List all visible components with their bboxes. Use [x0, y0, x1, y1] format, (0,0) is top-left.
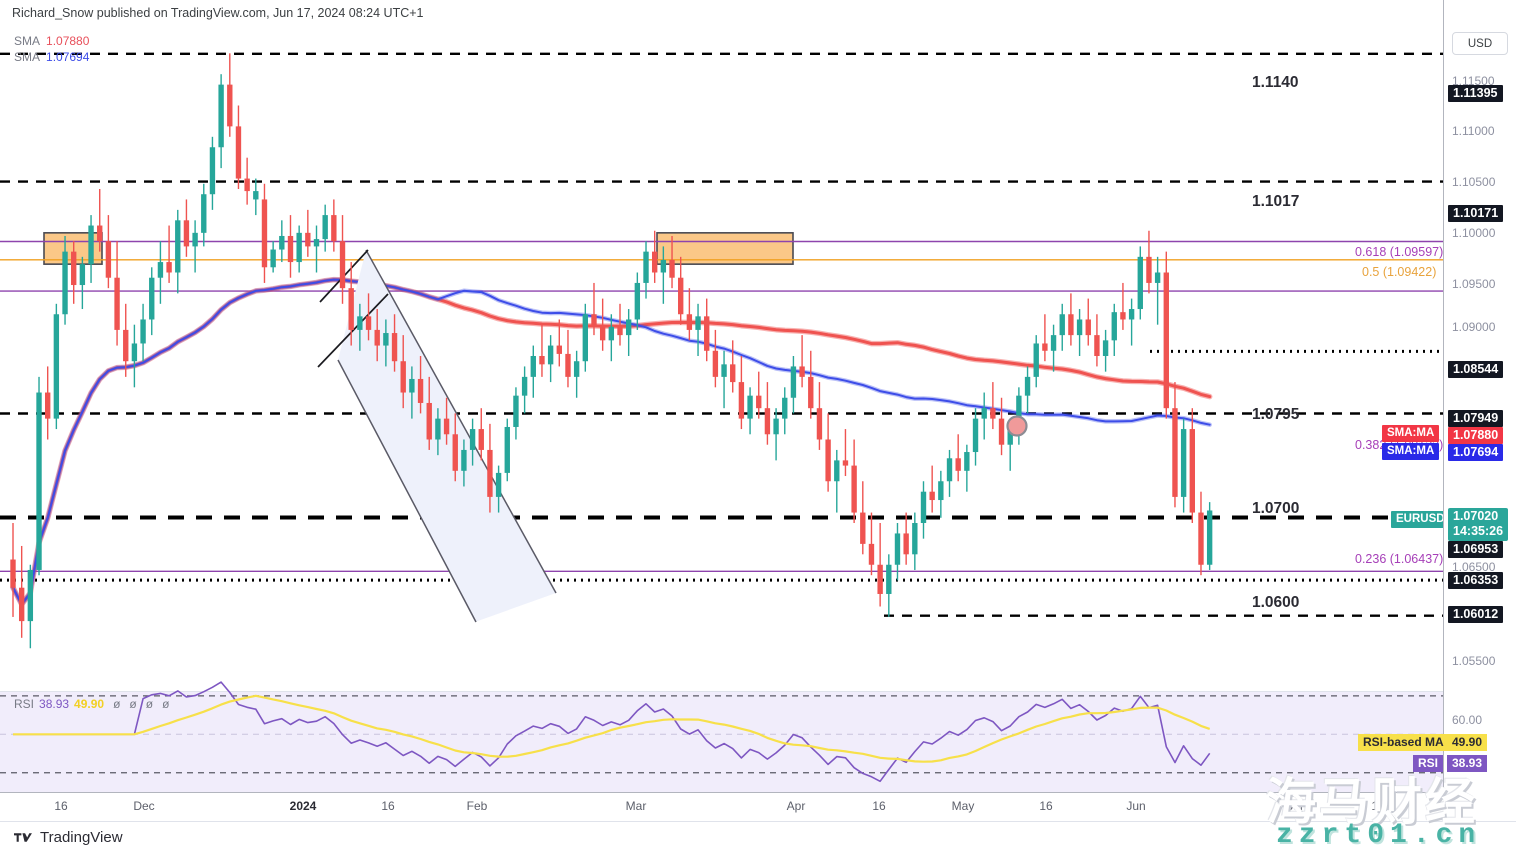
level-label-10700: 1.0700	[1252, 500, 1300, 517]
tradingview-brand-label: TradingView	[40, 829, 123, 846]
price-label-110171[interactable]: 1.10171	[1448, 205, 1504, 222]
price-label-108544[interactable]: 1.08544	[1448, 361, 1504, 378]
time-tick-8: May	[951, 799, 975, 813]
time-tick-3: 16	[381, 799, 395, 813]
legend-row-sma-fast[interactable]: SMA 1.07880	[14, 33, 89, 49]
time-scale[interactable]: 16 Dec 2024 16 Feb Mar Apr 16 May 16 Jun Jul 16	[0, 793, 1516, 822]
price-tick-110500: 1.10500	[1452, 175, 1496, 189]
price-label-sma-slow[interactable]: 1.07694	[1448, 444, 1504, 461]
tag-sma-slow[interactable]: SMA:MA	[1382, 443, 1440, 460]
level-label-10600: 1.0600	[1252, 594, 1300, 611]
time-tick-5: Mar	[625, 799, 647, 813]
time-tick-12: 16	[1371, 799, 1385, 813]
rsi-ma-chip-value-box[interactable]: 49.90	[1447, 734, 1488, 751]
rsi-legend[interactable]: RSI 38.93 49.90 ø ø ø ø	[14, 697, 169, 711]
rsi-legend-zero-3: ø	[145, 697, 154, 711]
price-label-last-value: 1.07020	[1453, 509, 1499, 523]
fib-label-05: 0.5 (1.09422)	[1362, 265, 1437, 279]
rsi-chip-label: RSI	[1418, 756, 1439, 770]
rsi-chip[interactable]: RSI	[1413, 755, 1444, 772]
time-tick-1: Dec	[133, 799, 155, 813]
watermark-url: zzrt01.cn	[1276, 820, 1482, 851]
time-tick-9: 16	[1039, 799, 1053, 813]
price-label-last[interactable]: 1.07020 14:35:26	[1448, 508, 1509, 541]
level-label-11017: 1.1017	[1252, 193, 1300, 210]
time-tick-10: Jun	[1126, 799, 1146, 813]
time-tick-2: 2024	[289, 799, 317, 813]
level-label-10795: 1.0795	[1252, 406, 1300, 423]
price-tick-110000: 1.10000	[1452, 226, 1496, 240]
price-label-sma-fast[interactable]: 1.07880	[1448, 427, 1504, 444]
main-price-pane[interactable]	[0, 22, 1443, 690]
legend-row-sma-slow[interactable]: SMA 1.07694	[14, 49, 89, 65]
legend-label-sma-fast: SMA	[14, 34, 41, 48]
tag-symbol[interactable]: EURUSD	[1391, 511, 1450, 528]
rsi-legend-ma-value: 49.90	[74, 697, 105, 711]
rsi-ma-chip-value: 49.90	[1452, 735, 1483, 749]
price-tick-105500: 1.05500	[1452, 654, 1496, 668]
rsi-ma-chip[interactable]: RSI-based MA	[1358, 734, 1449, 751]
price-tick-109000: 1.09000	[1452, 320, 1496, 334]
fib-label-0236: 0.236 (1.06437)	[1355, 552, 1444, 566]
time-tick-0: 16	[54, 799, 68, 813]
tradingview-logo-icon	[14, 833, 32, 842]
rsi-chip-value: 38.93	[1452, 756, 1483, 770]
price-label-106953[interactable]: 1.06953	[1448, 541, 1504, 558]
price-label-106353[interactable]: 1.06353	[1448, 572, 1504, 589]
rsi-legend-zero-4: ø	[162, 697, 170, 711]
time-tick-6: Apr	[786, 799, 806, 813]
price-scale[interactable]: USD 1.11500 1.11000 1.10500 1.10000 1.09…	[1443, 0, 1516, 793]
time-tick-11: Jul	[1287, 799, 1303, 813]
pane-separator-bottom	[0, 792, 1443, 793]
price-chart-svg	[0, 52, 1443, 649]
rsi-legend-zero-2: ø	[129, 697, 137, 711]
tag-sma-fast[interactable]: SMA:MA	[1382, 425, 1440, 442]
price-label-106012[interactable]: 1.06012	[1448, 606, 1504, 623]
rsi-tick-60: 60.00	[1452, 713, 1483, 727]
level-label-11140: 1.1140	[1252, 74, 1299, 91]
price-label-107949[interactable]: 1.07949	[1448, 410, 1504, 427]
rsi-ma-chip-label: RSI-based MA	[1363, 735, 1444, 749]
currency-chip[interactable]: USD	[1452, 32, 1508, 55]
price-label-111395[interactable]: 1.11395	[1448, 85, 1503, 102]
publication-line: Richard_Snow published on TradingView.co…	[12, 6, 424, 20]
legend-value-sma-fast: 1.07880	[46, 34, 90, 48]
rsi-pane[interactable]	[0, 681, 1443, 792]
legend-label-sma-slow: SMA	[14, 50, 41, 64]
pane-separator-top[interactable]	[0, 691, 1443, 692]
price-label-last-time: 14:35:26	[1453, 524, 1504, 538]
rsi-legend-zero-1: ø	[113, 697, 121, 711]
tradingview-footer[interactable]: TradingView	[14, 829, 123, 846]
time-tick-4: Feb	[466, 799, 488, 813]
rsi-legend-value: 38.93	[39, 697, 70, 711]
indicator-legend: SMA 1.07880 SMA 1.07694	[14, 33, 89, 65]
rsi-chip-value-box[interactable]: 38.93	[1447, 755, 1488, 772]
price-tick-106500: 1.06500	[1452, 560, 1496, 574]
rsi-legend-label: RSI	[14, 697, 35, 711]
price-tick-111000: 1.11000	[1452, 124, 1495, 138]
price-tick-111500: 1.11500	[1452, 74, 1495, 88]
fib-label-0618: 0.618 (1.09597)	[1355, 245, 1444, 259]
price-tick-109500: 1.09500	[1452, 277, 1496, 291]
rsi-chart-svg	[0, 681, 1443, 783]
time-tick-7: 16	[872, 799, 886, 813]
legend-value-sma-slow: 1.07694	[46, 50, 90, 64]
